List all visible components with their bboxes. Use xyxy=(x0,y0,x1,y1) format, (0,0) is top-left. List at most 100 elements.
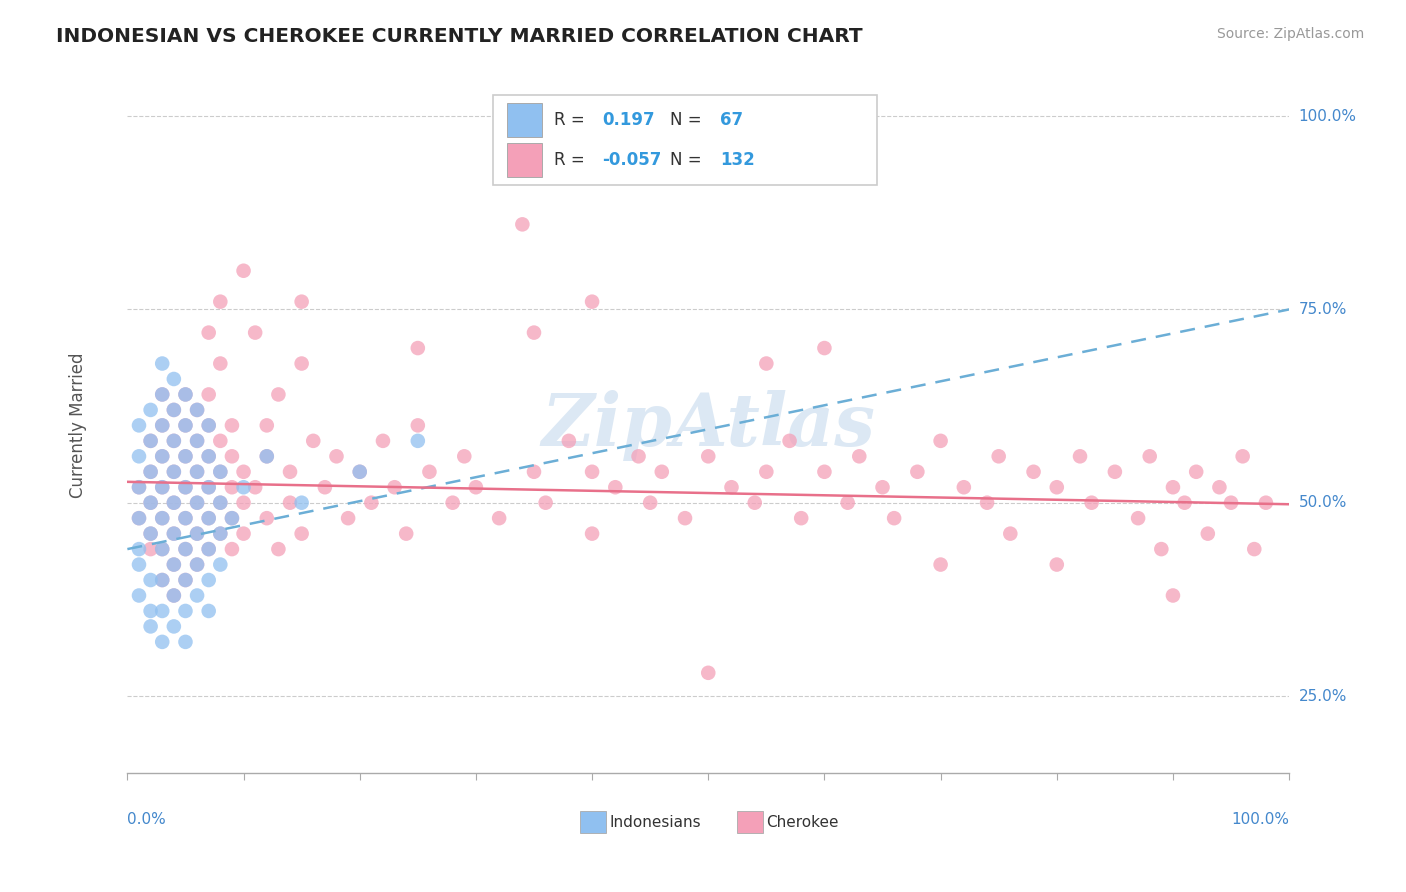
Point xyxy=(186,465,208,479)
Point xyxy=(697,665,720,680)
Point xyxy=(1174,496,1197,510)
Point xyxy=(186,558,208,572)
Point xyxy=(232,264,254,278)
Point xyxy=(186,526,208,541)
Point xyxy=(174,635,197,649)
Point xyxy=(209,558,232,572)
Point xyxy=(150,480,173,494)
Text: R =: R = xyxy=(554,112,589,129)
Point xyxy=(488,511,510,525)
Point xyxy=(128,480,150,494)
Point xyxy=(128,511,150,525)
Point xyxy=(197,511,219,525)
Point xyxy=(325,450,347,464)
Point xyxy=(813,465,835,479)
Point xyxy=(128,558,150,572)
Point xyxy=(209,526,232,541)
Point xyxy=(418,465,440,479)
Point xyxy=(1126,511,1149,525)
Point xyxy=(150,511,173,525)
Point xyxy=(150,418,173,433)
Point xyxy=(1080,496,1102,510)
Point xyxy=(453,450,475,464)
Text: 25.0%: 25.0% xyxy=(1298,689,1347,704)
Point xyxy=(512,218,534,232)
Point xyxy=(221,542,243,557)
Point xyxy=(697,450,720,464)
Point xyxy=(360,496,382,510)
Text: N =: N = xyxy=(669,151,707,169)
Point xyxy=(163,619,186,633)
Point xyxy=(174,480,197,494)
Point xyxy=(1185,465,1208,479)
Point xyxy=(581,294,603,309)
Point xyxy=(232,496,254,510)
Point xyxy=(558,434,581,448)
Point xyxy=(837,496,859,510)
Point xyxy=(174,387,197,401)
Point xyxy=(349,465,371,479)
Point xyxy=(209,496,232,510)
Point xyxy=(651,465,673,479)
Point xyxy=(523,465,546,479)
Point xyxy=(406,341,429,355)
Text: INDONESIAN VS CHEROKEE CURRENTLY MARRIED CORRELATION CHART: INDONESIAN VS CHEROKEE CURRENTLY MARRIED… xyxy=(56,27,863,45)
Point xyxy=(197,418,219,433)
Point xyxy=(150,357,173,371)
Point xyxy=(150,573,173,587)
Text: Indonesians: Indonesians xyxy=(610,814,702,830)
Point xyxy=(221,418,243,433)
Point xyxy=(174,511,197,525)
Point xyxy=(163,403,186,417)
Point xyxy=(291,496,314,510)
Point xyxy=(174,418,197,433)
Point xyxy=(1022,465,1045,479)
Point xyxy=(813,341,835,355)
Point xyxy=(163,558,186,572)
Point xyxy=(848,450,870,464)
Point xyxy=(150,635,173,649)
Point xyxy=(197,542,219,557)
Point xyxy=(150,542,173,557)
Point xyxy=(197,450,219,464)
Point xyxy=(1150,542,1173,557)
Point xyxy=(987,450,1010,464)
Point xyxy=(371,434,394,448)
Point xyxy=(581,465,603,479)
Point xyxy=(209,496,232,510)
Point xyxy=(197,542,219,557)
Point xyxy=(1197,526,1219,541)
Point xyxy=(267,542,290,557)
Point xyxy=(186,589,208,603)
Point xyxy=(139,526,162,541)
Point xyxy=(163,465,186,479)
Point xyxy=(209,294,232,309)
Point xyxy=(128,418,150,433)
Text: 75.0%: 75.0% xyxy=(1298,301,1347,317)
Point xyxy=(174,573,197,587)
Point xyxy=(209,465,232,479)
Point xyxy=(872,480,894,494)
Point xyxy=(197,511,219,525)
Point xyxy=(291,357,314,371)
Point xyxy=(256,511,278,525)
Point xyxy=(139,465,162,479)
Point xyxy=(128,450,150,464)
Point xyxy=(232,526,254,541)
Point xyxy=(150,511,173,525)
Text: Cherokee: Cherokee xyxy=(766,814,839,830)
Point xyxy=(278,465,301,479)
Point xyxy=(197,418,219,433)
Point xyxy=(139,526,162,541)
Point xyxy=(150,573,173,587)
Point xyxy=(1232,450,1254,464)
Point xyxy=(256,450,278,464)
Point xyxy=(186,526,208,541)
Point xyxy=(267,387,290,401)
Point xyxy=(163,403,186,417)
Text: Source: ZipAtlas.com: Source: ZipAtlas.com xyxy=(1216,27,1364,41)
Point xyxy=(150,387,173,401)
Point xyxy=(197,480,219,494)
Text: ZipAtlas: ZipAtlas xyxy=(541,390,875,461)
Point xyxy=(209,465,232,479)
